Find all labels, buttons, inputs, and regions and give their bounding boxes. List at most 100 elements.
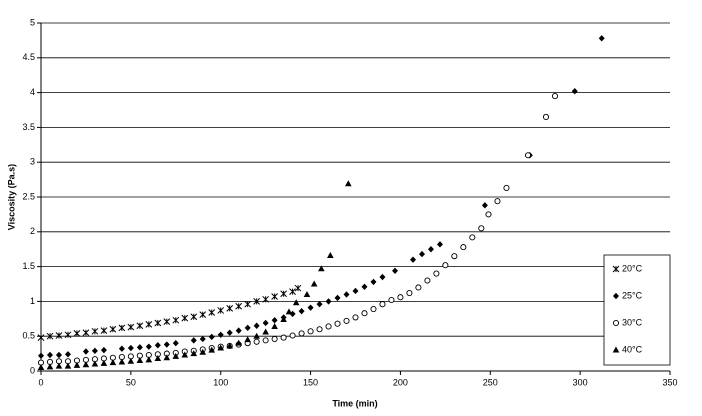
point	[100, 359, 108, 366]
point	[199, 335, 206, 343]
point	[46, 363, 54, 370]
point	[91, 347, 98, 355]
point	[217, 344, 225, 351]
point	[145, 343, 152, 350]
point	[343, 317, 350, 324]
point	[262, 337, 269, 344]
point	[163, 354, 171, 361]
point	[392, 267, 399, 274]
point	[235, 327, 242, 334]
point	[551, 93, 559, 100]
point	[494, 198, 501, 205]
point	[100, 327, 108, 334]
point	[109, 359, 117, 366]
y-tick-label: 1.5	[22, 261, 35, 271]
point	[136, 357, 144, 364]
point	[127, 344, 134, 352]
point	[271, 316, 278, 324]
point	[318, 265, 325, 272]
point	[316, 300, 323, 308]
point	[442, 262, 449, 269]
legend-label: 30°C	[622, 317, 643, 327]
point	[91, 327, 99, 335]
legend-marker	[613, 292, 619, 300]
legend-box	[603, 254, 671, 366]
point	[289, 332, 296, 339]
point	[292, 299, 300, 306]
point	[253, 338, 260, 345]
y-tick-label: 3	[30, 157, 35, 167]
y-tick-label: 1	[30, 296, 35, 306]
point	[262, 328, 269, 335]
point	[334, 320, 341, 327]
point	[406, 289, 413, 297]
point	[469, 234, 476, 241]
point	[118, 345, 125, 352]
point	[145, 356, 153, 363]
point	[370, 278, 377, 286]
point	[82, 348, 89, 355]
y-tick-label: 3.5	[22, 122, 35, 132]
point	[451, 253, 458, 260]
point	[118, 358, 126, 365]
point	[172, 316, 180, 324]
point	[217, 331, 224, 339]
point	[294, 284, 302, 292]
y-tick-label: 5	[30, 17, 35, 27]
point	[361, 283, 368, 290]
point	[334, 294, 341, 302]
x-tick-label: 300	[573, 377, 588, 387]
point	[226, 329, 233, 336]
legend-marker	[612, 346, 620, 353]
point	[55, 362, 63, 369]
x-tick-label: 100	[213, 377, 228, 387]
point	[46, 351, 53, 359]
point	[415, 284, 422, 291]
point	[172, 339, 179, 347]
point	[154, 342, 161, 349]
point	[145, 321, 153, 328]
point	[253, 322, 260, 329]
point	[542, 113, 550, 121]
x-tick-label: 0	[38, 377, 43, 387]
point	[298, 307, 305, 315]
point	[285, 308, 293, 315]
point	[64, 331, 72, 339]
point	[226, 305, 234, 312]
y-tick-label: 0.5	[22, 331, 35, 341]
legend-label: 25°C	[622, 290, 643, 300]
point	[64, 351, 71, 358]
y-tick-label: 2	[30, 226, 35, 236]
point	[271, 293, 278, 300]
point	[280, 315, 287, 322]
y-tick-label: 2.5	[22, 191, 35, 201]
point	[598, 35, 605, 42]
point	[307, 328, 314, 335]
point	[481, 202, 488, 209]
point	[436, 241, 443, 248]
point	[127, 323, 135, 331]
x-tick-label: 200	[393, 377, 408, 387]
point	[82, 329, 90, 337]
point	[478, 225, 485, 232]
point	[118, 324, 126, 332]
point	[199, 348, 207, 355]
point	[73, 361, 81, 368]
point	[136, 344, 143, 351]
point	[410, 256, 417, 263]
point	[379, 273, 386, 281]
point	[37, 334, 45, 341]
point	[327, 251, 334, 258]
point	[37, 364, 45, 371]
point	[109, 325, 117, 333]
point	[181, 351, 189, 358]
point	[418, 250, 425, 258]
x-tick-label: 50	[126, 377, 136, 387]
x-tick-label: 250	[483, 377, 498, 387]
point	[289, 288, 296, 296]
point	[73, 330, 81, 337]
point	[343, 291, 350, 298]
point	[199, 311, 207, 318]
point	[303, 290, 311, 297]
